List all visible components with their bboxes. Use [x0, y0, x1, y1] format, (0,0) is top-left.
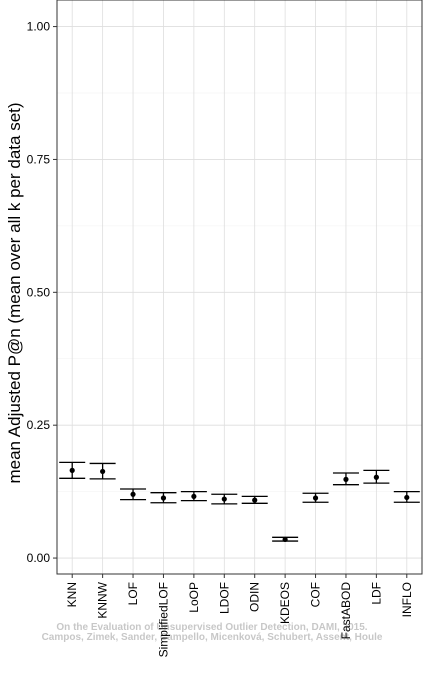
x-tick-label: LDOF	[217, 582, 231, 614]
x-tick-label: ODIN	[248, 582, 262, 612]
x-tick-label: KNN	[65, 582, 79, 607]
minor-grid	[57, 92, 422, 492]
x-tick-label: COF	[309, 582, 323, 607]
x-tick-label: LOF	[126, 582, 140, 605]
y-axis: 0.00 0.25 0.50 0.75 1.00	[27, 20, 57, 565]
x-tick-label: LDF	[369, 582, 383, 605]
mean-point	[312, 495, 319, 501]
x-tick-label: INFLO	[400, 582, 414, 617]
y-tick-label: 0.50	[27, 285, 51, 299]
mean-point	[282, 536, 288, 543]
watermark-line-2: Campos, Zimek, Sander, Campello, Micenko…	[41, 632, 383, 643]
mean-point	[130, 491, 136, 497]
chart-marks	[59, 461, 420, 543]
mean-point	[100, 468, 106, 475]
y-tick-label: 0.25	[27, 418, 51, 432]
plot-background	[57, 0, 422, 574]
y-tick-label: 0.00	[27, 551, 51, 565]
mean-point	[252, 497, 258, 503]
mean-point	[191, 493, 197, 500]
x-tick-label: KDEOS	[278, 582, 292, 624]
x-tick-label: KNNW	[96, 581, 110, 618]
x-tick-label: SimplifiedLOF	[156, 582, 170, 657]
major-grid	[57, 0, 422, 574]
mean-point	[373, 474, 379, 480]
mean-point	[160, 495, 167, 501]
y-tick-label: 1.00	[27, 20, 51, 34]
watermark-line-1: On the Evaluation of Unsupervised Outlie…	[56, 622, 368, 633]
mean-point	[343, 476, 349, 482]
mean-point	[404, 494, 410, 501]
y-axis-title: mean Adjusted P@n (mean over all k per d…	[5, 102, 24, 483]
mean-point	[69, 467, 75, 473]
plot-border	[56, 0, 423, 575]
x-tick-label: FastABOD	[339, 582, 353, 640]
x-axis: KNN KNNW LOF SimplifiedLOF LoOP LDOF ODIN KDEOS…	[65, 574, 414, 657]
mean-point	[221, 496, 227, 502]
y-tick-label: 0.75	[27, 152, 51, 166]
x-tick-label: LoOP	[187, 582, 201, 613]
